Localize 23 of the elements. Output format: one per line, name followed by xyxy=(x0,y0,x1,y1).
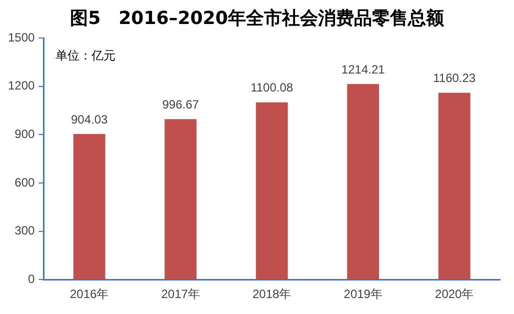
bar xyxy=(347,84,380,280)
y-tick-label: 300 xyxy=(14,224,36,238)
x-tick-label: 2020年 xyxy=(435,287,474,302)
x-tick-label: 2019年 xyxy=(344,287,382,302)
y-tick-label: 900 xyxy=(14,126,36,141)
y-tick-label: 0 xyxy=(28,272,36,286)
x-tick-label: 2018年 xyxy=(252,287,292,302)
y-tick-label: 600 xyxy=(14,175,36,190)
bar xyxy=(164,119,197,280)
bar xyxy=(256,102,288,280)
annotation: 单位：亿元 xyxy=(56,48,116,62)
data-label: 904.03 xyxy=(70,112,108,126)
data-label: 1214.21 xyxy=(341,62,386,76)
y-tick-label: 1500 xyxy=(8,30,36,44)
data-label: 1100.08 xyxy=(250,80,294,95)
data-label: 1160.23 xyxy=(433,71,476,86)
chart-title: 图5 2016–2020年全市社会消费品零售总额 xyxy=(69,7,445,30)
bar xyxy=(73,134,106,280)
x-tick-label: 2017年 xyxy=(161,287,200,302)
data-label: 996.67 xyxy=(162,97,200,112)
bar xyxy=(438,92,470,280)
y-tick-label: 1200 xyxy=(8,78,36,93)
x-tick-label: 2016年 xyxy=(70,287,109,302)
